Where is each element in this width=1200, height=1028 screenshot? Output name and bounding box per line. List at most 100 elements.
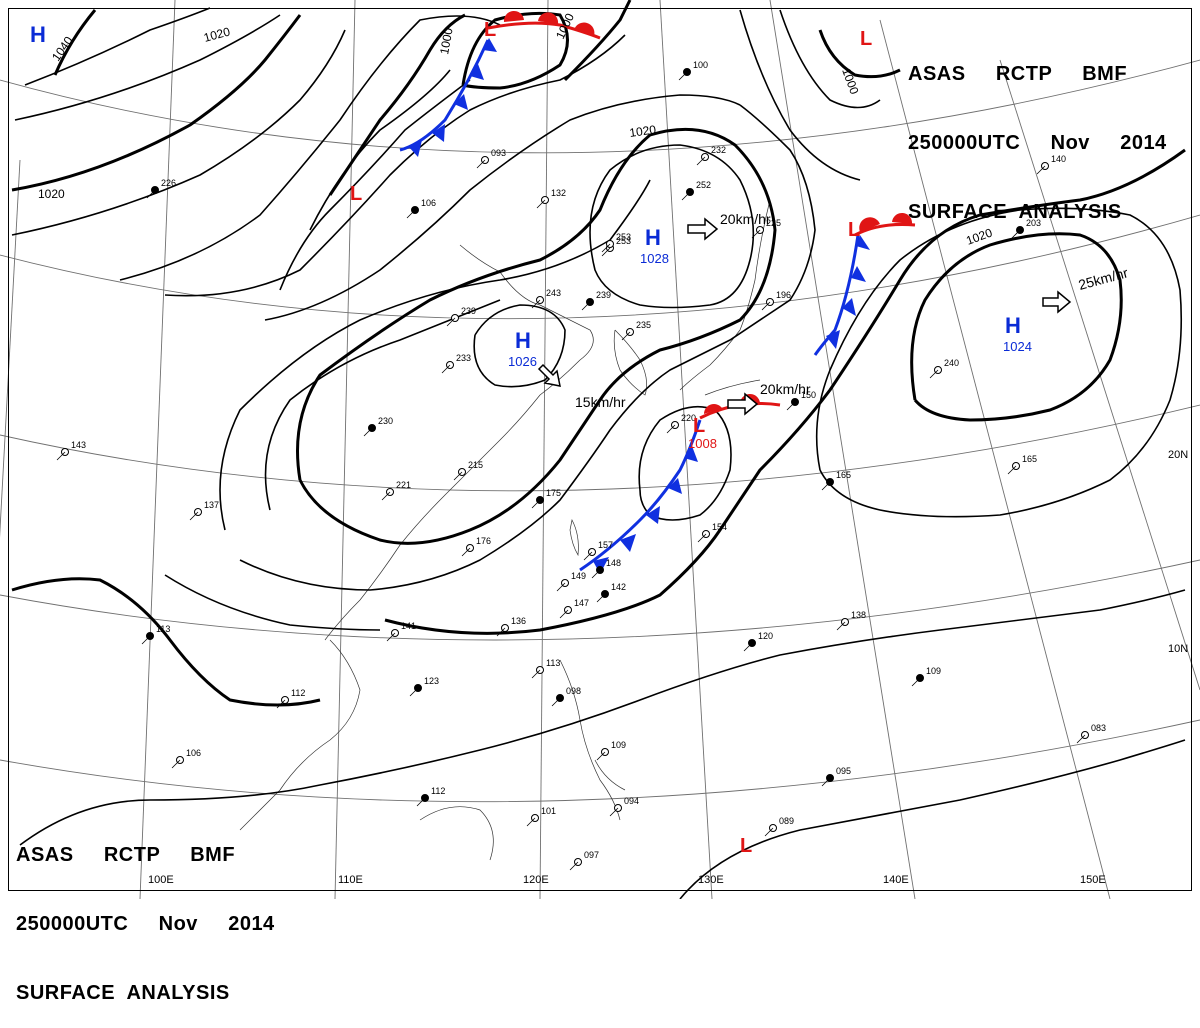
high-center-value: 1024 bbox=[1003, 339, 1032, 354]
wind-barb bbox=[821, 481, 831, 491]
station-pressure: 120 bbox=[758, 631, 773, 641]
isobar-nw-1 bbox=[24, 7, 211, 86]
cold-front-south-tri-3 bbox=[646, 506, 660, 524]
wind-barb bbox=[929, 369, 939, 379]
wind-barb bbox=[1007, 465, 1017, 475]
wind-barb bbox=[581, 301, 591, 311]
latitude-label: 20N bbox=[1168, 449, 1188, 461]
station-pressure: 203 bbox=[1026, 218, 1041, 228]
wind-barb bbox=[751, 229, 761, 239]
isobar-label: 1020 bbox=[628, 122, 657, 140]
isobar-label: 1020 bbox=[38, 187, 65, 201]
cold-front-south-tri-2 bbox=[668, 478, 682, 494]
wind-barb bbox=[591, 569, 601, 579]
low-center-letter: L bbox=[350, 183, 362, 205]
station-pressure: 215 bbox=[468, 460, 483, 470]
isobar-label: 1000 bbox=[839, 66, 861, 96]
coastline-china bbox=[324, 244, 594, 641]
isobar-nw-2 bbox=[14, 14, 281, 121]
high-center-letter: H bbox=[1005, 313, 1021, 338]
cold-fronts bbox=[399, 38, 870, 574]
station-pressure: 157 bbox=[598, 540, 613, 550]
station-pressure: 148 bbox=[606, 558, 621, 568]
station-pressure: 196 bbox=[776, 290, 791, 300]
longitude-label: 150E bbox=[1080, 874, 1106, 886]
station-pressure: 132 bbox=[551, 188, 566, 198]
cold-front-south-tri-4 bbox=[620, 534, 636, 552]
wind-barb bbox=[171, 759, 181, 769]
parallel-0n bbox=[0, 719, 1200, 803]
isobar-h1024 bbox=[910, 232, 1123, 422]
cold-front-north-tri-3 bbox=[454, 94, 468, 110]
station-pressure: 252 bbox=[696, 180, 711, 190]
station-pressure: 230 bbox=[378, 416, 393, 426]
coastline-indochina bbox=[239, 639, 361, 831]
station-pressure: 147 bbox=[574, 598, 589, 608]
wind-barb bbox=[761, 301, 771, 311]
wind-barb bbox=[386, 632, 396, 642]
cold-front-north-tri-4 bbox=[432, 124, 445, 142]
longitude-label: 120E bbox=[523, 874, 549, 886]
high-center-value: 1026 bbox=[508, 354, 537, 369]
station-pressure: 100 bbox=[693, 60, 708, 70]
header-line-station: ASAS RCTP BMF bbox=[908, 63, 1128, 85]
station-pressure: 235 bbox=[636, 320, 651, 330]
station-pressure: 098 bbox=[566, 686, 581, 696]
coastline-philippines bbox=[559, 659, 626, 821]
station-pressure: 112 bbox=[291, 688, 305, 698]
station-pressure: 137 bbox=[204, 500, 219, 510]
station-pressure: 165 bbox=[836, 470, 851, 480]
header-line-time: 250000UTC Nov 2014 bbox=[16, 913, 275, 935]
low-center-letter: L bbox=[484, 19, 496, 41]
isobar-nw-4 bbox=[11, 29, 346, 236]
header-line-type: SURFACE ANALYSIS bbox=[908, 201, 1122, 223]
cold-front-east bbox=[813, 234, 860, 356]
station-pressure: 240 bbox=[944, 358, 959, 368]
wind-barb bbox=[531, 499, 541, 509]
map-header-top-right: ASAS RCTP BMF 250000UTC Nov 2014 SURFACE… bbox=[908, 17, 1167, 247]
wind-barb bbox=[1011, 229, 1021, 239]
parallel-40n bbox=[0, 59, 1200, 154]
wind-barb bbox=[363, 427, 373, 437]
station-pressure: 221 bbox=[396, 480, 411, 490]
wind-barb bbox=[189, 511, 199, 521]
cold-front-south bbox=[579, 419, 702, 572]
wind-barb bbox=[559, 609, 569, 619]
station-pressure: 142 bbox=[611, 582, 626, 592]
isobar-east-1020 bbox=[815, 207, 1183, 518]
wind-barb bbox=[596, 751, 606, 761]
station-pressure: 094 bbox=[624, 796, 639, 806]
parallel-20n bbox=[0, 404, 1200, 492]
wind-barb bbox=[836, 621, 846, 631]
motion-speed-label: 20km/hr bbox=[760, 381, 811, 397]
isobar-ne-a bbox=[779, 9, 881, 109]
station-pressure: 109 bbox=[611, 740, 626, 750]
low-center-letter: L bbox=[848, 219, 860, 241]
wind-barb bbox=[764, 827, 774, 837]
station-pressure: 176 bbox=[476, 536, 491, 546]
wind-barb bbox=[556, 582, 566, 592]
station-pressure: 123 bbox=[424, 676, 439, 686]
station-pressure: 109 bbox=[926, 666, 941, 676]
wind-barb bbox=[697, 533, 707, 543]
cold-front-south-tri-5 bbox=[593, 557, 609, 574]
isobars bbox=[11, 0, 1186, 899]
meridian-120e bbox=[539, 0, 549, 899]
station-pressure: 106 bbox=[186, 748, 201, 758]
low-center-letter: L bbox=[740, 835, 752, 857]
wind-barb bbox=[526, 817, 536, 827]
station-pressure: 106 bbox=[421, 198, 436, 208]
longitude-label: 140E bbox=[883, 874, 909, 886]
wind-barb bbox=[531, 299, 541, 309]
latitude-label: 10N bbox=[1168, 643, 1188, 655]
station-pressure: 093 bbox=[491, 148, 506, 158]
coastline-korea bbox=[613, 329, 647, 396]
wind-barb bbox=[453, 471, 463, 481]
wind-barb bbox=[821, 777, 831, 787]
header-line-station: ASAS RCTP BMF bbox=[16, 844, 236, 866]
meridian-140e bbox=[769, 0, 916, 899]
wind-barb bbox=[496, 627, 506, 637]
wind-barb bbox=[786, 401, 796, 411]
station-pressure: 083 bbox=[1091, 723, 1106, 733]
isobar-south-b bbox=[164, 574, 381, 631]
